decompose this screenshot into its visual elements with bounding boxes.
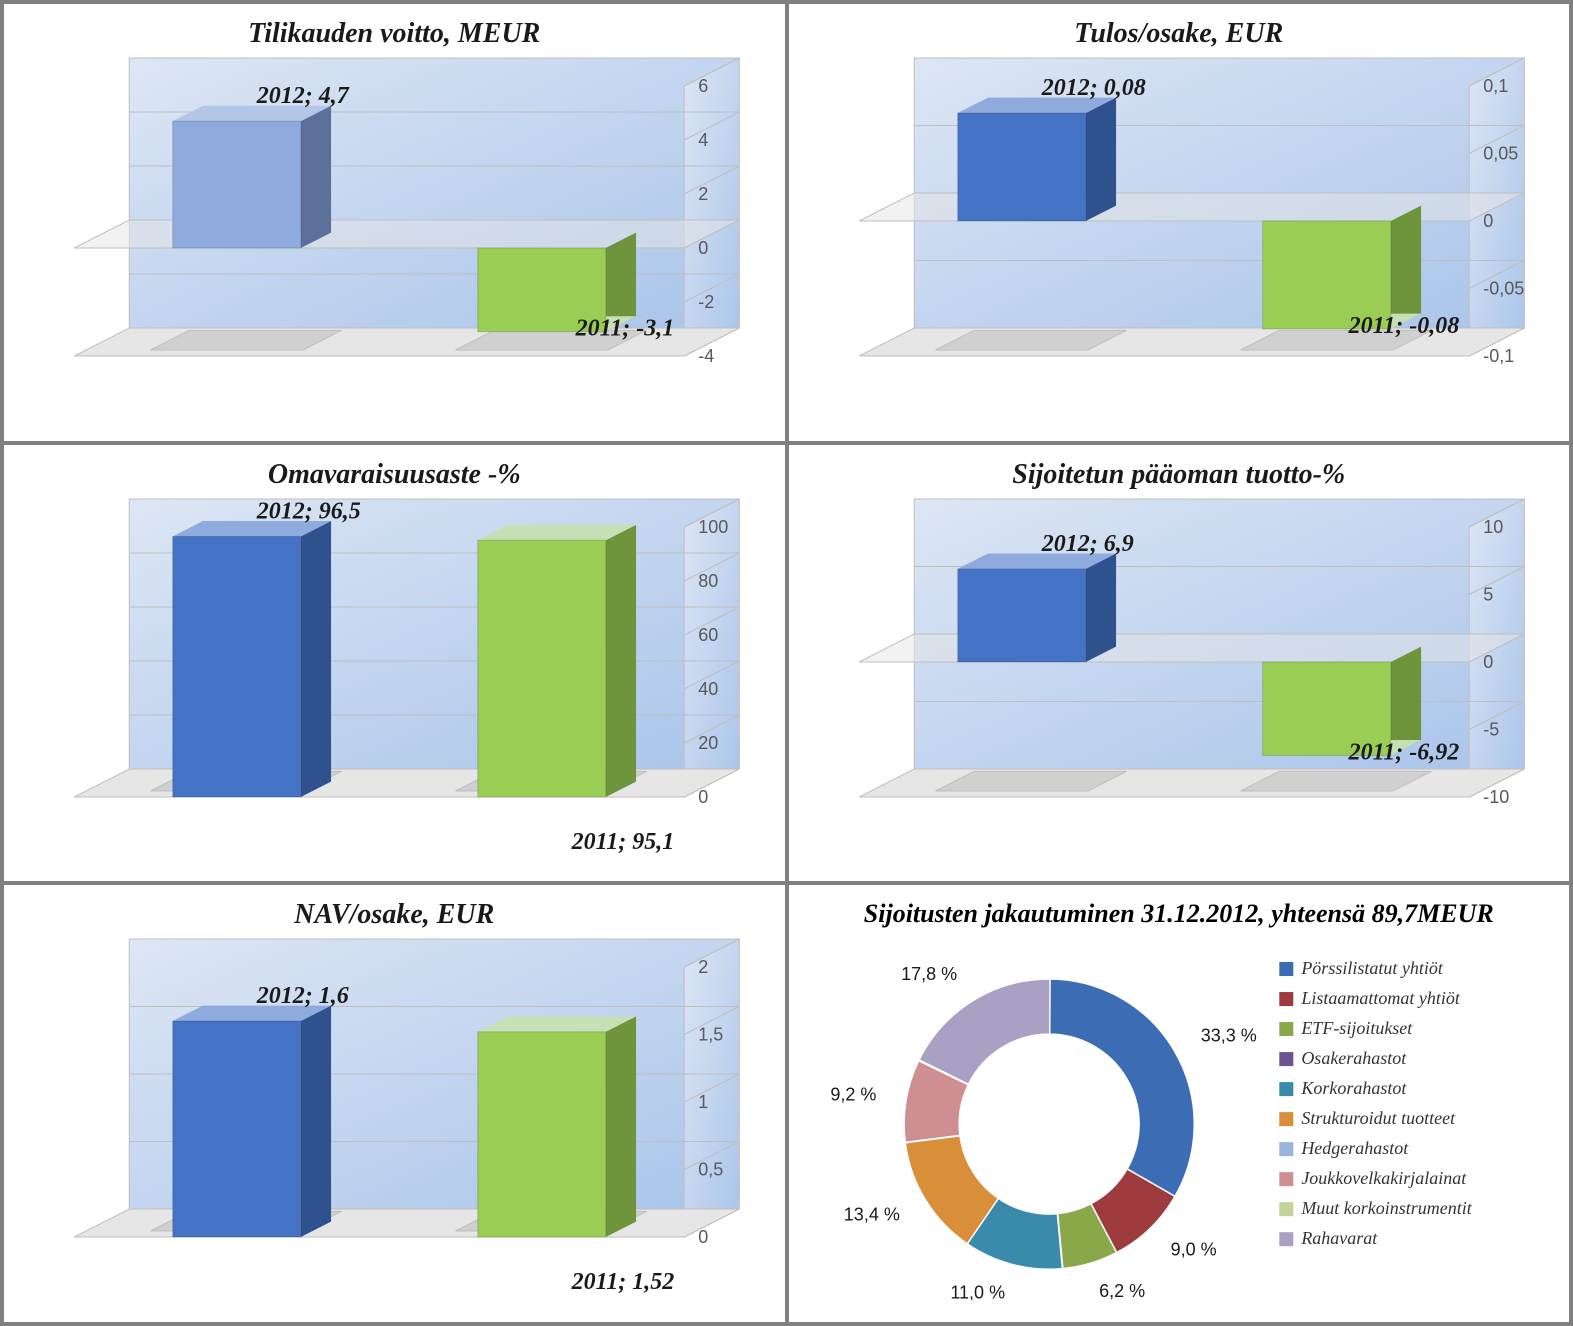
- chart-nav: 0 0,5 1 1,5 2 2012; 1,6 2011; 1,52: [4, 937, 785, 1297]
- legend-swatch: [1279, 1112, 1293, 1126]
- svg-text:1,5: 1,5: [698, 1025, 723, 1045]
- legend-swatch: [1279, 1142, 1293, 1156]
- bar-label-2011: 2011; 95,1: [571, 829, 675, 855]
- legend-swatch: [1279, 1052, 1293, 1066]
- svg-text:2: 2: [698, 184, 708, 204]
- panel-roic: Sijoitetun pääoman tuotto-% -10 -5 0 5 10 201…: [787, 443, 1572, 884]
- bar-label-2012: 2012; 4,7: [256, 83, 350, 109]
- bar-2011: [478, 540, 606, 797]
- slice-label: 17,8 %: [901, 964, 957, 984]
- chart-equity: 0 20 40 60 80 100 2012; 96,5 2011; 95,1: [4, 497, 785, 857]
- legend-swatch: [1279, 1172, 1293, 1186]
- panel-donut: Sijoitusten jakautuminen 31.12.2012, yht…: [787, 883, 1572, 1324]
- svg-text:-4: -4: [698, 346, 714, 366]
- bar-label-2012: 2012; 96,5: [256, 498, 361, 524]
- legend-label: Muut korkoinstrumentit: [1300, 1199, 1472, 1219]
- legend-swatch: [1279, 1082, 1293, 1096]
- slice-label: 13,4 %: [843, 1205, 899, 1225]
- legend-label: Rahavarat: [1300, 1229, 1378, 1249]
- bar-label-2012: 2012; 0,08: [1040, 75, 1145, 101]
- legend-swatch: [1279, 1203, 1293, 1217]
- svg-text:0: 0: [698, 787, 708, 807]
- legend-label: Osakerahastot: [1301, 1048, 1407, 1068]
- title-donut: Sijoitusten jakautuminen 31.12.2012, yht…: [789, 899, 1570, 929]
- svg-text:60: 60: [698, 625, 718, 645]
- panel-eps: Tulos/osake, EUR -0,1 -0,05 0 0,05 0,1 2012; …: [787, 2, 1572, 443]
- legend-label: Pörssilistatut yhtiöt: [1300, 958, 1444, 978]
- svg-text:5: 5: [1483, 584, 1493, 604]
- svg-text:-0,1: -0,1: [1483, 346, 1514, 366]
- bar-2012: [173, 536, 301, 797]
- legend-label: Strukturoidut tuotteet: [1301, 1108, 1456, 1128]
- svg-text:40: 40: [698, 679, 718, 699]
- panel-nav: NAV/osake, EUR 0 0,5 1 1,5 2 2012; 1,6 2011; 1…: [2, 883, 787, 1324]
- svg-text:100: 100: [698, 517, 728, 537]
- slice-label: 33,3 %: [1200, 1026, 1256, 1046]
- svg-text:0: 0: [698, 238, 708, 258]
- bar-2012: [957, 569, 1085, 662]
- title-profit: Tilikauden voitto, MEUR: [4, 18, 785, 50]
- bar-2012: [173, 121, 301, 248]
- legend-label: ETF-sijoitukset: [1300, 1018, 1413, 1038]
- legend-label: Joukkovelkakirjalainat: [1301, 1168, 1467, 1188]
- panel-profit: Tilikauden voitto, MEUR -4 -2 0 2 4 6 2012; 4,…: [2, 2, 787, 443]
- svg-text:1: 1: [698, 1092, 708, 1112]
- slice-Pörssilistatut yhtiöt: [1049, 979, 1194, 1196]
- svg-text:4: 4: [698, 130, 708, 150]
- svg-text:20: 20: [698, 733, 718, 753]
- legend-swatch: [1279, 1022, 1293, 1036]
- chart-profit: -4 -2 0 2 4 6 2012; 4,7 2011; -3,1: [4, 56, 785, 416]
- bar-2012: [173, 1021, 301, 1237]
- bar-2011: [478, 1032, 606, 1237]
- svg-text:80: 80: [698, 571, 718, 591]
- slice-label: 9,2 %: [830, 1085, 876, 1105]
- bar-2012: [957, 113, 1085, 221]
- slice-Rahavarat: [919, 979, 1050, 1084]
- bar-label-2012: 2012; 1,6: [256, 983, 349, 1009]
- slice-label: 6,2 %: [1099, 1281, 1145, 1299]
- chart-donut: 33,3 % 9,0 % 6,2 % 11,0 % 13,4 % 9,2 % 17,8 % P…: [789, 929, 1570, 1299]
- svg-text:-0,05: -0,05: [1483, 279, 1524, 299]
- svg-text:0: 0: [1483, 211, 1493, 231]
- legend-swatch: [1279, 962, 1293, 976]
- title-nav: NAV/osake, EUR: [4, 899, 785, 931]
- svg-text:-5: -5: [1483, 719, 1499, 739]
- title-roic: Sijoitetun pääoman tuotto-%: [789, 459, 1570, 491]
- svg-text:10: 10: [1483, 517, 1503, 537]
- chart-roic: -10 -5 0 5 10 2012; 6,9 2011; -6,92: [789, 497, 1570, 857]
- dashboard-grid: Tilikauden voitto, MEUR -4 -2 0 2 4 6 2012; 4,…: [0, 0, 1573, 1326]
- legend-label: Korkorahastot: [1300, 1078, 1407, 1098]
- svg-text:2: 2: [698, 957, 708, 977]
- chart-eps: -0,1 -0,05 0 0,05 0,1 2012; 0,08 2011; -0,08: [789, 56, 1570, 416]
- svg-text:-10: -10: [1483, 787, 1509, 807]
- svg-text:0,1: 0,1: [1483, 76, 1508, 96]
- bar-label-2011: 2011; -3,1: [575, 316, 675, 342]
- svg-text:0,05: 0,05: [1483, 144, 1518, 164]
- svg-text:6: 6: [698, 76, 708, 96]
- bar-label-2012: 2012; 6,9: [1040, 531, 1133, 557]
- legend-label: Listaamattomat yhtiöt: [1300, 988, 1461, 1008]
- legend-label: Hedgerahastot: [1300, 1138, 1409, 1158]
- slice-label: 9,0 %: [1170, 1240, 1216, 1260]
- bar-label-2011: 2011; -6,92: [1347, 739, 1459, 765]
- svg-text:0,5: 0,5: [698, 1160, 723, 1180]
- svg-text:0: 0: [1483, 652, 1493, 672]
- legend-swatch: [1279, 1233, 1293, 1247]
- slice-label: 11,0 %: [950, 1283, 1005, 1300]
- title-eps: Tulos/osake, EUR: [789, 18, 1570, 50]
- donut-legend: Pörssilistatut yhtiöt Listaamattomat yhti…: [1279, 958, 1472, 1248]
- bar-label-2011: 2011; -0,08: [1347, 313, 1459, 339]
- svg-text:0: 0: [698, 1227, 708, 1247]
- legend-swatch: [1279, 992, 1293, 1006]
- svg-text:-2: -2: [698, 292, 714, 312]
- title-equity: Omavaraisuusaste -%: [4, 459, 785, 491]
- bar-label-2011: 2011; 1,52: [571, 1269, 675, 1295]
- panel-equity: Omavaraisuusaste -% 0 20 40 60 80 100 2012; 96…: [2, 443, 787, 884]
